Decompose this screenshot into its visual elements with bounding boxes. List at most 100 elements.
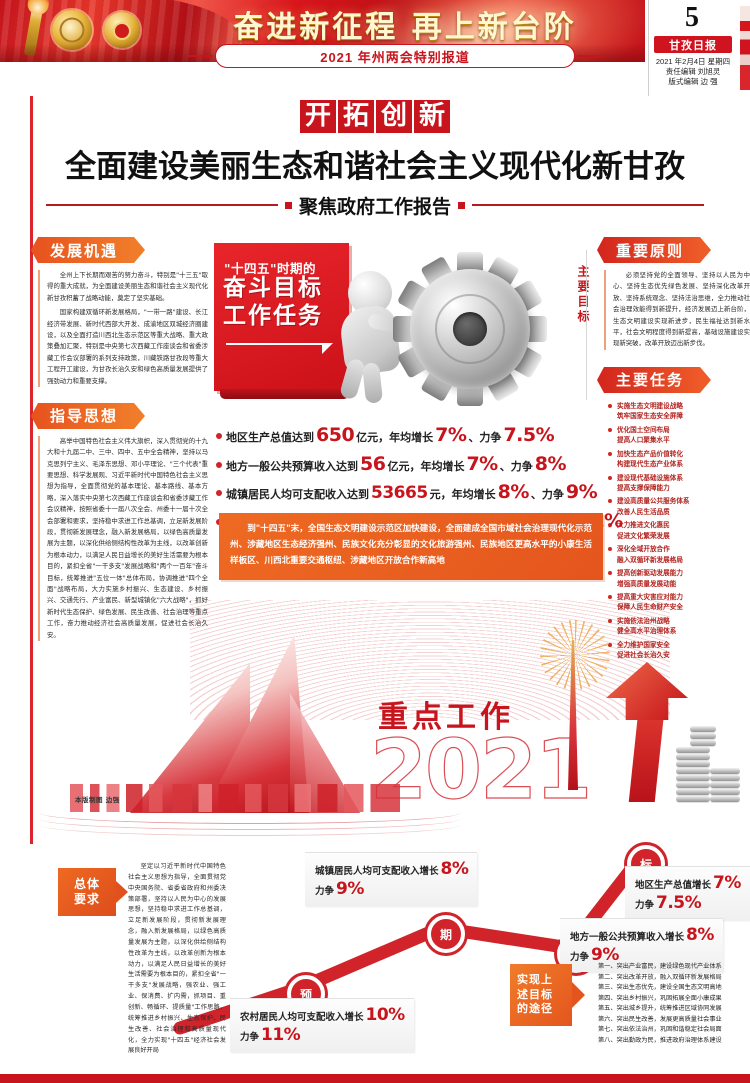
target-strive: 7.5%	[503, 424, 555, 446]
left-column: 发展机遇 全州上下长期而艰苦的努力奋斗，特别是"十三五"取得的重大成就，为全面建…	[30, 237, 208, 644]
target-unit: 亿元，年均增长	[387, 459, 465, 473]
target-value: 53665	[371, 483, 428, 503]
list-item: 实施生态文明建设战略 筑牢国家生态安全屏障	[608, 401, 750, 421]
kicker-char: 开	[299, 100, 336, 133]
target-strive-label: 、力争	[468, 431, 502, 444]
task-line-1: 全力维护国家安全	[617, 641, 670, 649]
target-prefix: 地区生产总值达到	[226, 431, 314, 444]
editor-line: 责任编辑 刘旭灵	[665, 67, 721, 77]
rule-dot-left	[285, 201, 292, 209]
date-line: 2021 年2月4日 星期四	[655, 57, 731, 66]
chart-label-strive-text: 力争	[240, 1032, 260, 1043]
list-item: 建设现代基础设施体系 提高支撑保障能力	[608, 473, 750, 493]
page-number: 5	[685, 2, 699, 33]
chart-label-strive-value: 7.5%	[656, 893, 702, 913]
party-emblem-icon	[104, 12, 140, 48]
bullet-dot-icon	[216, 433, 222, 439]
tag-line-1: 总体	[73, 877, 100, 891]
list-item: 第四、突出乡村振兴，巩固拓展全面小康成果	[598, 994, 722, 1002]
task-line-2: 融入双循环新发展格局	[617, 555, 683, 564]
task-line-1: 提高重大灾害应对能力	[617, 593, 683, 602]
tower-icon	[568, 640, 578, 790]
hero-book-line3: 工作任务	[223, 303, 323, 329]
masthead-divider	[648, 0, 649, 96]
kicker-char: 新	[414, 100, 451, 133]
list-item: 第六、突出民生改善，发展更高质量社会事业	[598, 1015, 722, 1023]
subtitle: 聚焦政府工作报告	[299, 195, 452, 218]
list-item: 第七、突出依法治州，巩固和谐稳定社会局面	[598, 1026, 722, 1034]
hero-book-rule	[226, 343, 330, 345]
subtitle-rule: 聚焦政府工作报告	[0, 192, 750, 219]
target-prefix: 城镇居民人均可支配收入达到	[226, 488, 369, 501]
hero-graphic: "十四五"时期的 奋斗目标 工作任务 主要目标	[214, 243, 590, 413]
banner-title: 奋进新征程 再上新台阶	[233, 10, 577, 45]
task-line-1: 大力推进文化惠民	[617, 521, 670, 530]
masthead-meta: 2021 年2月4日 星期四 责任编辑 刘旭灵 版式编辑 边 强	[648, 57, 738, 87]
footer-rule	[0, 1074, 750, 1083]
chart-label-urban: 城镇居民人均可支配收入增长 8% 力争 9%	[305, 852, 478, 906]
target-strive-label: 、力争	[499, 459, 533, 473]
target-row: 地方一般公共预算收入达到 56 亿元，年均增长 7% 、力争 8%	[216, 453, 598, 475]
pathways-tag: 实现上 述目标 的途径	[510, 964, 585, 1026]
list-item: 实施依法治州战略 健全高水平治理体系	[608, 616, 750, 636]
target-growth: 7%	[466, 452, 498, 475]
hero-book-panel: "十四五"时期的 奋斗目标 工作任务	[214, 243, 349, 399]
hero-book-notch	[322, 343, 333, 354]
target-unit: 元，年均增长	[429, 488, 496, 501]
list-item: 第二、突出改革开放，融入双循环新发展格局	[598, 973, 722, 981]
target-row: 城镇居民人均可支配收入达到 53665 元，年均增长 8% 、力争 9%	[216, 481, 598, 503]
kicker-char: 拓	[337, 100, 374, 133]
tag-line-2: 要求	[73, 892, 100, 906]
decorative-stripe	[740, 6, 750, 90]
list-item: 第一、突出产业富民，建设绿色现代产业体系	[598, 963, 722, 970]
target-value: 650	[316, 424, 355, 446]
layout-editor-line: 版式编辑 边 强	[668, 77, 718, 87]
task-line-2: 促进文化繁荣发展	[617, 531, 670, 540]
list-item: 提高重大灾害应对能力 保障人民生命财产安全	[608, 592, 750, 612]
red-up-arrow-icon	[600, 662, 692, 802]
task-line-1: 实施依法治州战略	[617, 617, 670, 625]
chart-label-text: 城镇居民人均可支配收入增长	[315, 866, 439, 877]
list-item: 建设高质量公共服务体系 改善人民生活品质	[608, 496, 750, 516]
chart-label-value: 7%	[713, 873, 741, 893]
task-line-1: 建设高质量公共服务体系	[617, 497, 690, 506]
paragraph: 全州上下长期而艰苦的努力奋斗，特别是"十三五"取得的重大成就，为全面建设美丽生态…	[47, 271, 208, 302]
callout-box: 到"十四五"末，全国生态文明建设示范区加快建设，全面建成全国市域社会治理现代化示…	[219, 513, 603, 580]
hero-divider	[586, 250, 587, 400]
task-line-2: 提高支撑保障能力	[617, 483, 670, 492]
task-line-1: 建设现代基础设施体系	[617, 473, 683, 482]
target-growth: 8%	[497, 481, 530, 503]
task-line-2: 健全高水平治理体系	[617, 626, 750, 636]
rule-line-left	[46, 204, 278, 206]
chart-label-gdp: 地区生产总值增长 7% 力争 7.5%	[625, 866, 750, 920]
paper-name: 甘孜日报	[654, 36, 732, 53]
list-item: 加快生态产品价值转化 构建现代生态产业体系	[608, 449, 750, 469]
list-item: 第五、突出城乡提升，统筹推进区域协同发展	[598, 1005, 722, 1013]
section-body-development-opportunity: 全州上下长期而艰苦的努力奋斗，特别是"十三五"取得的重大成就，为全面建设美丽生态…	[38, 270, 208, 387]
task-line-1: 提高创新驱动发展能力	[617, 569, 683, 578]
wave-lines-decor	[40, 816, 460, 840]
overall-requirements-text: 坚定以习近平新时代中国特色社会主义思想为指导，全面贯彻党中央国务院、省委省政府和…	[128, 863, 226, 1055]
target-growth: 7%	[435, 424, 467, 446]
target-strive: 8%	[534, 452, 567, 475]
hero-book-line2: 奋斗目标	[223, 275, 323, 301]
chart-label-strive-value: 9%	[336, 879, 364, 899]
paragraph: 必须坚持党的全面领导、坚持以人民为中心、坚持生态优先绿色发展、坚持深化改革开放、…	[613, 271, 750, 348]
chart-label-value: 8%	[686, 925, 714, 945]
sub-banner-wrap: 2021 年州两会特别报道	[187, 44, 603, 68]
task-line-2: 筑牢国家生态安全屏障	[617, 411, 683, 420]
task-line-1: 优化国土空间布局	[617, 425, 670, 434]
coin-stack-icon	[676, 712, 750, 804]
list-item: 全力维护国家安全 促进社会长治久安	[608, 640, 750, 660]
chart-label-strive-text: 力争	[315, 886, 335, 897]
section-heading-guiding-ideology: 指导思想	[30, 402, 146, 429]
chart-label-rural: 农村居民人均可支配收入增长 10% 力争 11%	[230, 998, 414, 1052]
list-item: 第三、突出生态优先，建设全国生态文明高地	[598, 984, 722, 992]
gear-icon	[396, 252, 544, 406]
graphic-credit: 本版制图 边强	[75, 796, 120, 804]
masthead-info: 5 甘孜日报 2021 年2月4日 星期四 责任编辑 刘旭灵 版式编辑 边 强	[648, 0, 750, 96]
chart-node-1[interactable]: 期	[427, 915, 465, 953]
section-heading-development-opportunity: 发展机遇	[30, 237, 146, 263]
list-item: 提高创新驱动发展能力 增强高质量发展动能	[608, 568, 750, 588]
chart-label-text: 地方一般公共预算收入增长	[570, 932, 685, 943]
